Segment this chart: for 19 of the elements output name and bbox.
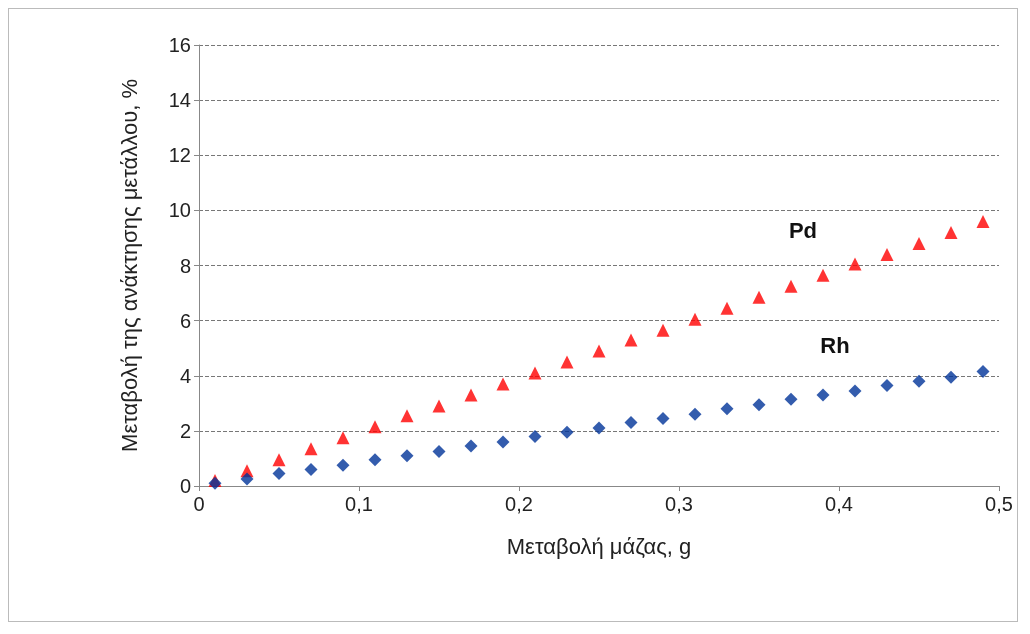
x-tick-label: 0,5 xyxy=(985,493,1013,515)
y-tick-label: 10 xyxy=(168,199,191,222)
y-tick-label: 14 xyxy=(168,89,191,112)
series-label: Pd xyxy=(788,217,818,243)
y-tick-label: 0 xyxy=(179,475,191,497)
y-tick-label: 12 xyxy=(168,144,191,167)
y-tick-label: 2 xyxy=(179,419,191,442)
y-tick-label: 4 xyxy=(179,364,191,387)
x-tick-label: 0,4 xyxy=(825,493,853,515)
x-tick-label: 0,3 xyxy=(665,493,693,515)
y-tick-label: 16 xyxy=(168,34,191,56)
y-axis-title: Μεταβολή της ανάκτησης μετάλλου, % xyxy=(116,79,142,452)
y-tick-label: 8 xyxy=(179,254,191,277)
x-tick-label: 0 xyxy=(193,493,205,515)
x-axis-title: Μεταβολή μάζας, g xyxy=(506,533,692,559)
series-label: Rh xyxy=(820,333,850,359)
x-tick-label: 0,2 xyxy=(505,493,533,515)
y-tick-label: 6 xyxy=(179,309,191,332)
x-tick-label: 0,1 xyxy=(345,493,373,515)
